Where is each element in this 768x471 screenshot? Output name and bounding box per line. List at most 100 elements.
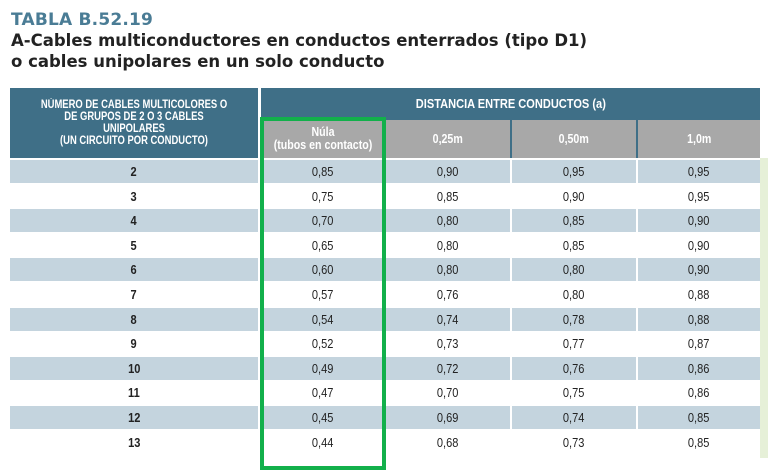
cable-count-cell: 3 [10,184,258,208]
factor-value: 0,78 [563,311,585,327]
factor-cell: 0,90 [638,209,760,233]
factor-value: 0,90 [688,213,710,229]
table-title-line-1: A-Cables multiconductores en conductos e… [11,31,588,50]
factor-value: 0,85 [563,237,585,253]
factor-cell: 0,49 [261,356,384,380]
factor-cell: 0,78 [512,307,636,331]
cable-count-cell: 5 [10,233,258,257]
factor-cell: 0,70 [386,381,510,405]
column-header-050m: 0,50m [512,120,636,158]
factor-value: 0,95 [688,188,710,204]
factor-cell: 0,85 [386,184,510,208]
table-row: 13 0,44 0,68 0,73 0,85 [10,430,760,455]
factor-value: 0,86 [688,360,710,376]
table-title-line-2: o cables unipolares en un solo conducto [11,52,385,71]
table-row: 10 0,49 0,72 0,76 0,86 [10,356,760,381]
cable-count-cell: 12 [10,406,258,429]
factor-value: 0,86 [688,385,710,401]
factor-cell: 0,72 [386,356,510,380]
factor-value: 0,73 [437,336,459,352]
factor-value: 0,85 [688,434,710,450]
factor-value: 0,80 [437,262,459,278]
factor-value: 0,70 [311,213,334,229]
cable-count: 3 [130,188,138,204]
column-header-nula-label: Núla (tubos en contacto) [273,125,372,152]
factor-value: 0,80 [563,262,585,278]
factor-cell: 0,73 [512,430,636,454]
cable-count: 10 [127,360,141,376]
factor-value: 0,90 [437,164,459,179]
table-row: 4 0,70 0,80 0,85 0,90 [10,209,760,233]
factor-cell: 0,95 [638,160,760,183]
header-distance-label-wrap: DISTANCIA ENTRE CONDUCTOS (a) [261,88,760,118]
factor-cell: 0,47 [261,381,384,405]
cable-count: 9 [130,336,138,352]
table-row: 2 0,85 0,90 0,95 0,95 [10,160,760,184]
factor-cell: 0,80 [386,209,510,233]
factor-cell: 0,90 [512,184,636,208]
factor-cell: 0,86 [638,356,760,380]
table-row: 11 0,47 0,70 0,75 0,86 [10,381,760,405]
cable-count: 6 [130,262,138,278]
cable-count: 13 [127,434,141,450]
factor-cell: 0,95 [638,184,760,208]
cable-count-cell: 10 [10,356,258,380]
factor-cell: 0,85 [261,160,384,183]
factor-cell: 0,80 [386,233,510,257]
cable-count: 11 [128,385,140,401]
factor-value: 0,77 [563,336,585,352]
cable-count: 7 [130,287,138,302]
cable-count: 4 [130,213,138,229]
column-header-10m: 1,0m [638,120,760,158]
factor-cell: 0,85 [638,406,760,429]
table-id: TABLA B.52.19 [11,10,154,30]
factor-cell: 0,80 [386,258,510,282]
factor-cell: 0,95 [512,160,636,183]
factor-cell: 0,69 [386,406,510,429]
factor-value: 0,80 [437,213,459,229]
factor-value: 0,72 [437,360,459,376]
factor-value: 0,49 [311,360,334,376]
table-row: 9 0,52 0,73 0,77 0,87 [10,332,760,356]
factor-cell: 0,85 [512,233,636,257]
factor-cell: 0,74 [512,406,636,429]
cable-count-cell: 6 [10,258,258,282]
cable-count-cell: 13 [10,430,258,454]
factor-value: 0,65 [311,237,334,253]
factor-value: 0,88 [688,287,710,302]
factor-value: 0,44 [311,434,334,450]
header-distance-label: DISTANCIA ENTRE CONDUCTOS (a) [415,95,606,111]
factor-value: 0,85 [311,164,334,179]
factor-value: 0,75 [563,385,585,401]
factor-value: 0,75 [311,188,334,204]
factor-cell: 0,45 [261,406,384,429]
factor-cell: 0,74 [386,307,510,331]
factor-value: 0,88 [688,311,710,327]
factor-cell: 0,80 [512,258,636,282]
cable-count-cell: 7 [10,283,258,306]
factor-cell: 0,75 [512,381,636,405]
table-row: 5 0,65 0,80 0,85 0,90 [10,233,760,258]
factor-cell: 0,90 [638,258,760,282]
cable-count-cell: 11 [10,381,258,405]
table-row: 6 0,60 0,80 0,80 0,90 [10,258,760,282]
factor-value: 0,80 [563,287,585,302]
table-row: 7 0,57 0,76 0,80 0,88 [10,283,760,307]
factor-cell: 0,75 [261,184,384,208]
factor-value: 0,95 [563,164,585,179]
cable-count: 8 [130,311,138,327]
factor-value: 0,76 [563,360,585,376]
table-row: 12 0,45 0,69 0,74 0,85 [10,406,760,430]
factor-cell: 0,77 [512,332,636,356]
table-row: 8 0,54 0,74 0,78 0,88 [10,307,760,332]
factor-cell: 0,88 [638,307,760,331]
factor-value: 0,57 [311,287,334,302]
factor-cell: 0,90 [386,160,510,183]
factor-cell: 0,73 [386,332,510,356]
factor-value: 0,76 [437,287,459,302]
title-block: TABLA B.52.19 A-Cables multiconductores … [11,10,587,72]
factor-cell: 0,85 [638,430,760,454]
factor-value: 0,68 [437,434,459,450]
factor-cell: 0,90 [638,233,760,257]
factor-cell: 0,76 [512,356,636,380]
